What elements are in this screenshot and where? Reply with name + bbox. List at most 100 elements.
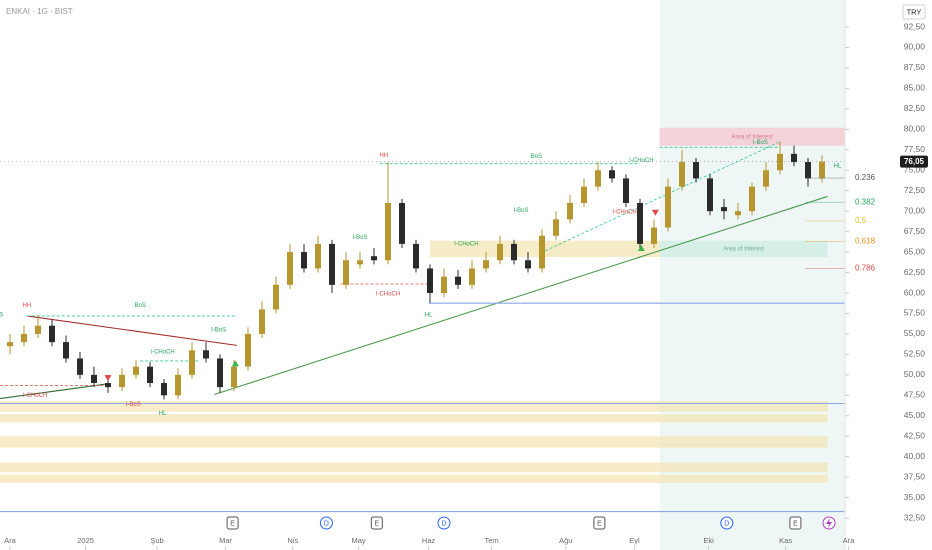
background-layer: Area of Interest Area of Interest [0,127,845,513]
candle-body [90,374,97,384]
candle-body [132,366,139,375]
candle-body [342,260,349,285]
y-tick-label: 37,50 [904,471,926,481]
highlight-band [660,0,845,550]
candle-body [594,170,601,187]
x-tick-label: Tem [485,536,499,545]
y-tick-label: 50,00 [904,369,926,379]
candle-body [412,243,419,269]
candle-body [763,170,770,187]
zone [659,127,845,146]
candle-body [188,350,195,375]
zone [0,401,828,412]
candle-body [454,276,461,285]
candle-body [300,252,307,269]
y-tick-label: 90,00 [904,42,926,52]
event-label: D [324,520,329,527]
y-tick-label: 32,50 [904,512,926,522]
zone-label: Area of Interest [731,134,772,140]
candle-body [482,260,489,269]
candle-body [314,243,321,269]
y-tick-label: 82,50 [904,103,926,113]
structure-label: HH [22,303,31,309]
candle-body [468,268,475,285]
x-tick-label: Ağu [559,536,572,545]
y-tick-label: 87,50 [904,62,926,72]
candle-body [62,342,69,359]
main-layer: BoS HH BoS I-BoS I-CHoCH I-CHoCH I-BoS HL I-BoS H… [0,140,845,530]
y-tick-label: 75,00 [904,164,926,174]
y-tick-label: 62,50 [904,267,926,277]
zone [0,436,828,448]
zone [0,462,828,473]
candle-body [693,162,700,179]
event-badge [370,516,383,530]
candle-body [552,219,559,236]
structure-label: BoS [0,313,3,319]
structure-label: I-CHoCH [629,158,653,164]
candle-body [328,243,335,285]
candle-body [272,284,279,310]
zone [0,474,828,483]
signal-marker [637,244,645,251]
candle-body [791,153,798,163]
y-tick-label: 92,50 [904,21,926,31]
candle-body [721,207,728,212]
structure-label: BoS [135,303,146,309]
candle-body [146,366,153,384]
candle-body [398,202,405,244]
structure-label: I-CHoCH [454,241,478,247]
candle-body [566,202,573,220]
structure-label: I-BoS [753,140,768,146]
axis-layer: 32,50 35,00 37,50 40,00 42,50 45,00 47,50 50,00… [4,21,928,550]
y-tick-label: 77,50 [904,144,926,154]
structure-label: HH [379,153,388,159]
y-tick-label: 85,00 [904,83,926,93]
candle-body [20,333,27,343]
candle-body [370,256,377,261]
structure-label: I-CHoCH [612,210,636,216]
candle-body [34,325,41,334]
candle-body [679,162,686,187]
event-badge [789,516,802,530]
event-label: E [230,520,235,527]
candle-body [6,342,13,347]
candle-body [48,325,55,343]
last-price-box [900,155,928,168]
candle-body [160,383,167,396]
y-tick-label: 70,00 [904,205,926,215]
x-tick-label: 2025 [77,536,94,545]
candle-body [580,186,587,203]
candle-body [384,202,391,261]
x-tick-label: Ara [843,536,856,545]
x-tick-label: Ara [4,536,17,545]
zone [659,240,828,257]
trend-line [0,383,109,400]
x-tick-label: Mar [219,536,232,545]
structure-label: I-CHoCH [23,393,47,399]
trend-line [26,315,237,346]
fib-label: 0.382 [855,197,876,206]
candle-body [426,268,433,294]
y-tick-label: 65,00 [904,246,926,256]
candle-body [230,366,237,388]
fib-label: 0.5 [855,216,867,225]
candle-body [707,178,714,212]
candle-body [202,350,209,359]
currency[interactable]: TRY [907,7,922,16]
last-price-label: 76,05 [904,157,925,166]
candle-body [665,186,672,228]
candle-body [258,309,265,334]
structure-label: I-BoS [211,327,226,333]
y-tick-label: 57,50 [904,308,926,318]
structure-label: I-BoS [126,402,141,408]
event-label: D [441,520,446,527]
signal-marker [104,375,112,382]
candle-body [805,162,812,179]
signal-marker [651,209,659,216]
structure-label: I-BoS [352,235,367,241]
event-badge [226,516,239,530]
currency-box[interactable] [902,4,926,20]
